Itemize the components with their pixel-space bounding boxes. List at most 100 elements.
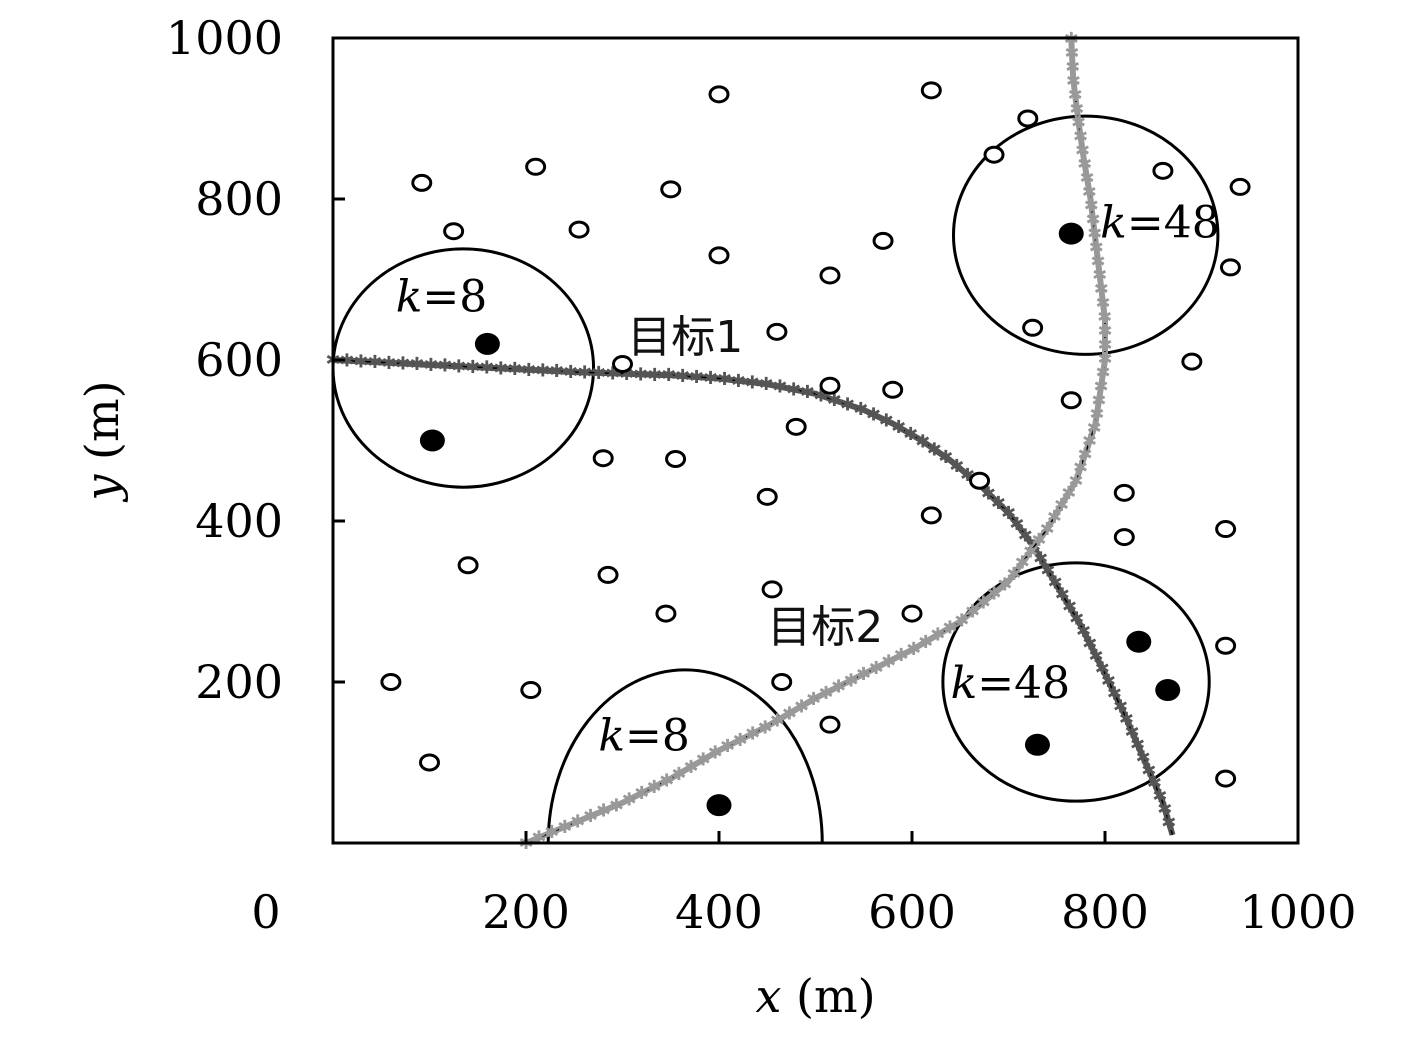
trajectory-marker-2: ✱ [659,771,674,792]
trajectory-marker-1: ✱ [903,424,918,445]
trajectory-marker-2: ✱ [1064,29,1079,50]
trajectory-marker-1: ✱ [549,361,564,382]
idle-node-point [969,471,991,490]
trajectory-marker-1: ✱ [1147,773,1162,794]
trajectory-marker-1: ✱ [1136,748,1151,769]
trajectory-marker-2: ✱ [647,777,662,798]
annotations-layer: k=8 k=48 k=48 k=8 目标1 目标2 [396,198,1220,762]
trajectory-marker-1: ✱ [521,360,536,381]
cluster-circle-2 [951,114,1220,356]
trajectory-marker-1: ✱ [409,354,424,375]
trajectory-marker-2: ✱ [1064,43,1079,64]
active-node-point [706,794,732,817]
trajectory-marker-2: ✱ [869,658,884,679]
trajectory-marker-1: ✱ [465,357,480,378]
idle-node-point [1022,318,1044,337]
idle-node-point [708,85,730,104]
y-tick-label: 600 [195,333,283,387]
trajectory-marker-2: ✱ [544,822,559,843]
trajectory-marker-2: ✱ [782,703,797,724]
trajectory-marker-2: ✱ [1089,404,1104,425]
trajectory-marker-2: ✱ [1006,564,1021,585]
target-label-2: 目标2 [767,602,883,653]
trajectory-marker-1: ✱ [1124,722,1139,743]
y-tick-label: 200 [195,655,283,709]
trajectory-marker-1: ✱ [493,358,508,379]
idle-node-point [882,380,904,399]
y-tick-label: 1000 [166,11,283,65]
idle-node-point [819,266,841,285]
trajectory-marker-1: ✱ [591,363,606,384]
trajectory-marker-2: ✱ [696,750,711,771]
y-tick-label: 400 [195,494,283,548]
idle-node-point [1181,352,1203,371]
trajectory-marker-1: ✱ [1001,503,1016,524]
trajectory-marker-2: ✱ [1097,321,1112,342]
trajectory-marker-2: ✱ [818,683,833,704]
trajectory-marker-2: ✱ [1094,279,1109,300]
trajectory-marker-1: ✱ [1033,549,1048,570]
trajectory-marker-1: ✱ [1040,561,1055,582]
trajectory-marker-1: ✱ [1062,597,1077,618]
idle-node-point [1229,177,1251,196]
idle-node-point [520,681,542,700]
trajectory-marker-1: ✱ [661,365,676,386]
active-node-point [1155,679,1181,702]
trajectory-marker-2: ✱ [965,601,980,622]
trajectory-marker-1: ✱ [633,364,648,385]
trajectory-marker-2: ✱ [806,689,821,710]
idle-node-point [983,145,1005,164]
trajectory-marker-2: ✱ [1093,377,1108,398]
x-tick-label: 600 [868,885,956,939]
idle-node-point [612,355,633,374]
trajectory-marker-1: ✱ [647,365,662,386]
series-layer: ✱✱✱✱✱✱✱✱✱✱✱✱✱✱✱✱✱✱✱✱✱✱✱✱✱✱✱✱✱✱✱✱✱✱✱✱✱✱✱✱… [325,29,1176,854]
trajectory-marker-1: ✱ [479,358,494,379]
trajectory-marker-1: ✱ [1130,735,1145,756]
trajectory-marker-2: ✱ [1096,363,1111,384]
active-node-point [1024,733,1050,756]
idle-node-point [1215,520,1237,539]
trajectory-marker-2: ✱ [557,817,572,838]
trajectory-marker-1: ✱ [879,411,894,432]
trajectory-marker-1: ✱ [927,439,942,460]
plot-frame [331,36,1300,845]
trajectory-marker-1: ✱ [866,405,881,426]
trajectory-marker-2: ✱ [1095,293,1110,314]
trajectory-marker-1: ✱ [1018,525,1033,546]
trajectory-marker-1: ✱ [1076,621,1091,642]
trajectory-marker-1: ✱ [1152,786,1167,807]
trajectory-marker-1: ✱ [891,417,906,438]
idle-node-point [1152,161,1174,180]
cluster-k-label-1: k=8 [396,272,488,323]
trajectory-marker-1: ✱ [731,371,746,392]
trajectory-marker-1: ✱ [1082,633,1097,654]
trajectory-marker-2: ✱ [1069,99,1084,120]
trajectory-marker-1: ✱ [675,366,690,387]
idle-node-point [568,220,590,239]
trajectory-marker-2: ✱ [844,670,859,691]
trajectory-marker-2: ✱ [831,677,846,698]
trajectory-marker-2: ✱ [609,795,624,816]
trajectory-marker-2: ✱ [894,645,909,666]
idle-node-point [756,487,778,506]
trajectory-marker-2: ✱ [1040,519,1055,540]
trajectory-marker-1: ✱ [1113,696,1128,717]
idle-node-point [1060,391,1082,410]
idle-node-point [665,450,687,469]
trajectory-marker-1: ✱ [759,374,774,395]
idle-node-point [920,81,942,100]
trajectory-marker-2: ✱ [1097,349,1112,370]
idle-node-point [766,322,788,341]
trajectory-trace-1 [332,359,1174,836]
trajectory-marker-2: ✱ [1073,127,1088,148]
x-tick-label: 1000 [1239,885,1356,939]
trajectory-marker-2: ✱ [1077,154,1092,175]
trajectory-marker-2: ✱ [708,743,723,764]
trajectory-marker-2: ✱ [634,783,649,804]
trajectory-marker-2: ✱ [1068,471,1083,492]
idle-node-point [1219,258,1241,277]
trajectory-marker-1: ✱ [827,390,842,411]
trajectory-marker-2: ✱ [954,610,969,631]
